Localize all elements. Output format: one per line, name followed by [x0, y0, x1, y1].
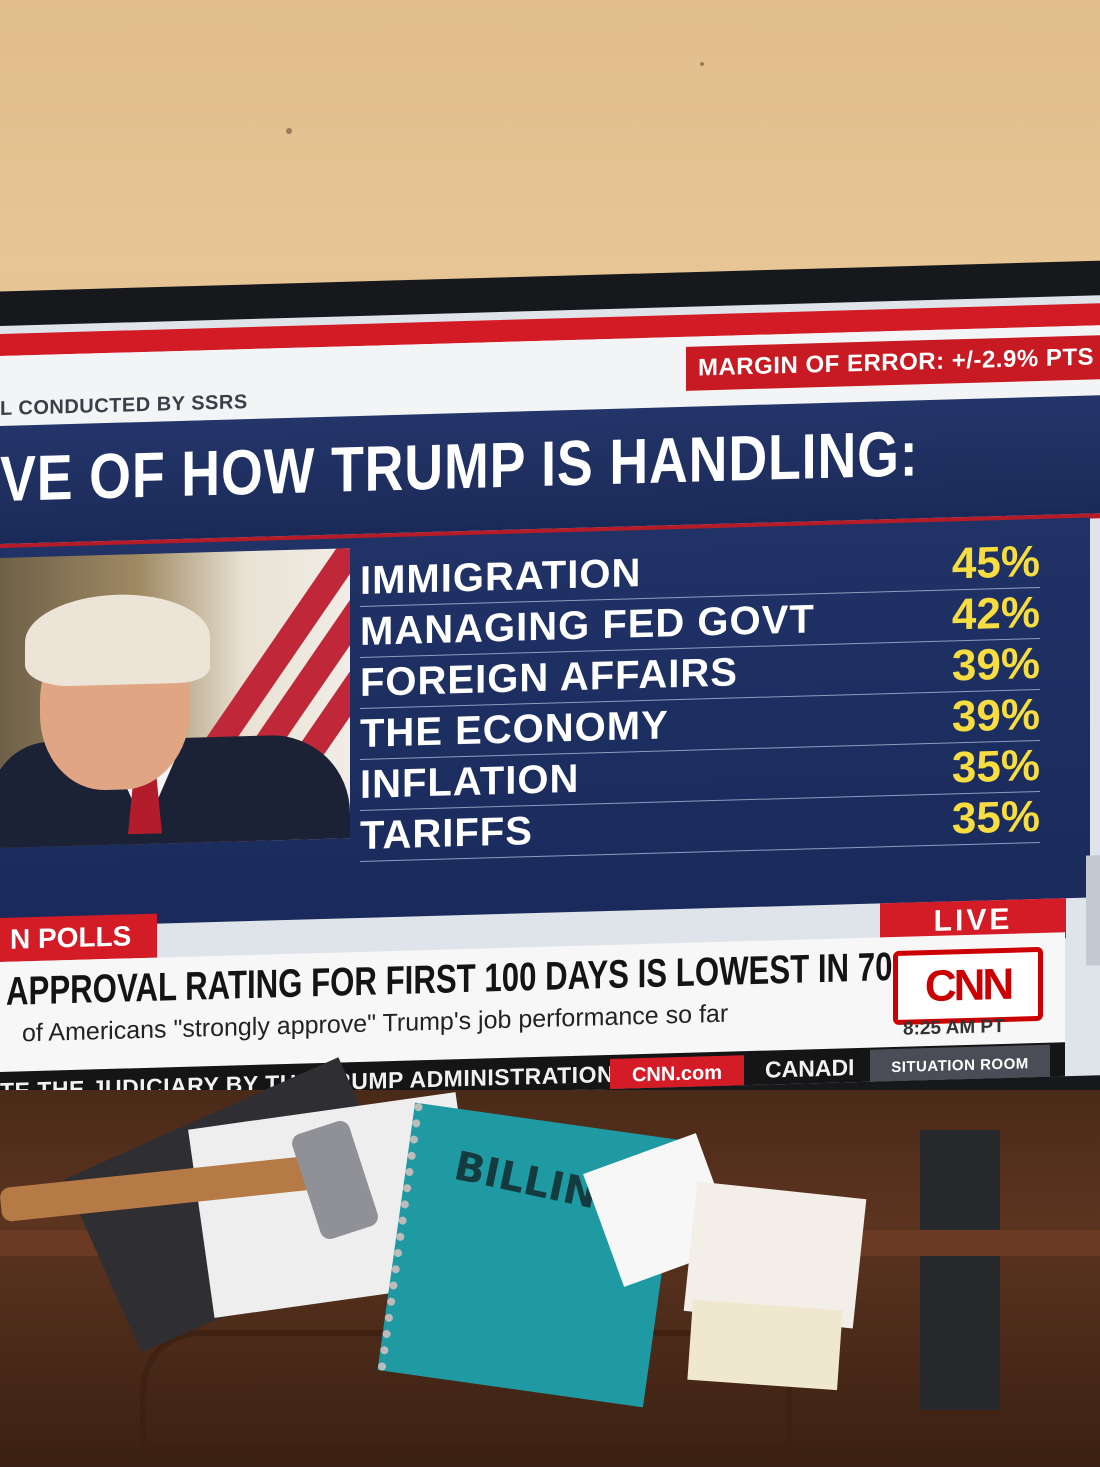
wall-mark — [700, 62, 704, 66]
polls-tag: N POLLS — [0, 913, 158, 962]
issue-list: IMMIGRATION 45% MANAGING FED GOVT 42% FO… — [360, 536, 1040, 862]
issue-value: 39% — [951, 638, 1040, 691]
issue-value: 35% — [951, 740, 1040, 793]
issue-value: 35% — [951, 791, 1040, 844]
hair — [25, 592, 210, 688]
issue-label: IMMIGRATION — [360, 550, 642, 603]
string-package — [687, 1299, 843, 1391]
headline: VE OF HOW TRUMP IS HANDLING: — [0, 417, 919, 515]
poll-panel: IMMIGRATION 45% MANAGING FED GOVT 42% FO… — [0, 517, 1090, 928]
wall-mark — [286, 128, 292, 134]
tv-screen: L CONDUCTED BY SSRS MARGIN OF ERROR: +/-… — [0, 295, 1100, 1106]
issue-label: FOREIGN AFFAIRS — [360, 649, 738, 705]
tv-stand-leg — [920, 1130, 1000, 1410]
issue-label: INFLATION — [360, 756, 580, 807]
issue-value: 39% — [951, 689, 1040, 742]
trump-photo — [0, 548, 350, 848]
issue-label: TARIFFS — [360, 808, 533, 858]
side-panel — [1086, 855, 1100, 966]
issue-value: 45% — [951, 536, 1040, 589]
cnn-logo: CNN — [893, 946, 1043, 1026]
issue-value: 42% — [951, 587, 1040, 640]
issue-label: THE ECONOMY — [360, 702, 669, 756]
ticker-next-text: CANADI — [765, 1054, 855, 1083]
broadcast-time: 8:25 AM PT — [903, 1015, 1005, 1040]
issue-label: MANAGING FED GOVT — [360, 596, 815, 654]
